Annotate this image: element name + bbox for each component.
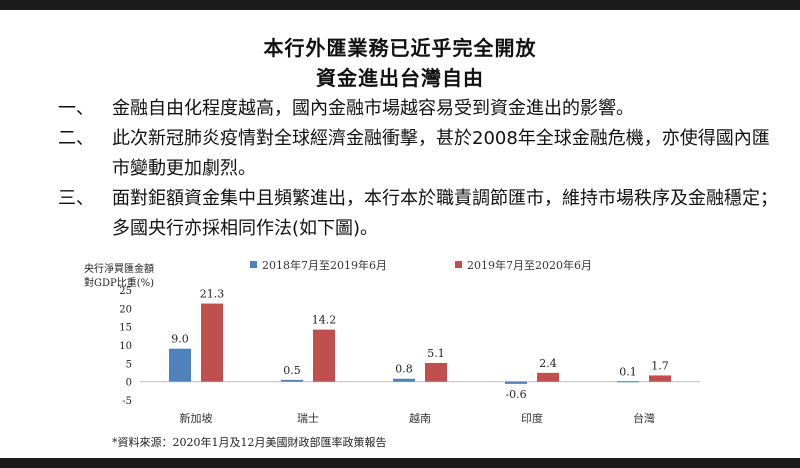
slide-subtitle: 資金進出台灣自由 — [316, 66, 484, 90]
x-tick-label: 印度 — [521, 411, 543, 425]
y-tick-label: 25 — [119, 286, 132, 297]
bar — [537, 372, 559, 382]
data-label: 2.4 — [539, 357, 557, 370]
y-tick-label: 5 — [126, 359, 132, 370]
y-axis-label: 對GDP比重(%) — [84, 276, 154, 289]
bar — [201, 303, 223, 382]
bar — [169, 348, 191, 382]
y-tick-label: 10 — [119, 341, 132, 352]
bar — [425, 362, 447, 382]
legend-label: 2019年7月至2020年6月 — [467, 258, 592, 272]
bullet-text: 金融自由化程度越高，國內金融市場越容易受到資金進出的影響。 — [112, 98, 634, 119]
source-note: *資料來源：2020年1月及12月美國財政部匯率政策報告 — [112, 435, 387, 449]
bar — [617, 381, 639, 383]
bullet-number: 三、 — [58, 188, 94, 209]
data-label: 0.1 — [619, 365, 637, 378]
slide: 本行外匯業務已近乎完全開放 資金進出台灣自由 一、 金融自由化程度越高，國內金融… — [0, 10, 800, 458]
bullet-number: 一、 — [58, 98, 94, 119]
data-label: 1.7 — [651, 359, 669, 372]
y-tick-label: -5 — [122, 396, 132, 407]
data-label: 9.0 — [171, 333, 189, 346]
legend-swatch — [250, 261, 257, 268]
legend-label: 2018年7月至2019年6月 — [262, 258, 387, 272]
bullet-item: 二、 此次新冠肺炎疫情對全球經濟金融衝擊，甚於2008年全球金融危機，亦使得國內… — [58, 124, 778, 184]
x-tick-label: 瑞士 — [297, 411, 319, 425]
legend-swatch — [455, 261, 462, 268]
y-axis-label: 央行淨買匯金額 — [84, 262, 154, 275]
bar — [505, 381, 527, 384]
data-label: 0.5 — [283, 364, 301, 377]
bullet-number: 二、 — [58, 128, 94, 149]
bullet-text: 面對鉅額資金集中且頻繁進出，本行本於職責調節匯市，維持市場秩序及金融穩定；多國央… — [112, 188, 778, 239]
bar — [393, 378, 415, 382]
bullet-text: 此次新冠肺炎疫情對全球經濟金融衝擊，甚於2008年全球金融危機，亦使得國內匯市變… — [112, 128, 770, 179]
bar — [281, 379, 303, 382]
data-label: 21.3 — [200, 288, 225, 301]
bullet-item: 三、 面對鉅額資金集中且頻繁進出，本行本於職責調節匯市，維持市場秩序及金融穩定；… — [58, 184, 778, 244]
bullet-item: 一、 金融自由化程度越高，國內金融市場越容易受到資金進出的影響。 — [58, 94, 778, 124]
bullet-list: 一、 金融自由化程度越高，國內金融市場越容易受到資金進出的影響。 二、 此次新冠… — [58, 94, 778, 244]
x-tick-label: 越南 — [409, 411, 431, 425]
data-label: 14.2 — [312, 314, 337, 327]
y-tick-label: 0 — [126, 378, 132, 389]
slide-title: 本行外匯業務已近乎完全開放 — [263, 36, 537, 60]
x-tick-label: 台灣 — [633, 411, 655, 425]
bar — [649, 375, 671, 382]
data-label: 5.1 — [427, 347, 445, 360]
data-label: 0.8 — [395, 363, 413, 376]
y-tick-label: 15 — [119, 323, 132, 334]
y-tick-label: 20 — [119, 304, 132, 315]
data-label: -0.6 — [505, 388, 526, 401]
bar — [313, 329, 335, 382]
x-tick-label: 新加坡 — [180, 411, 213, 425]
